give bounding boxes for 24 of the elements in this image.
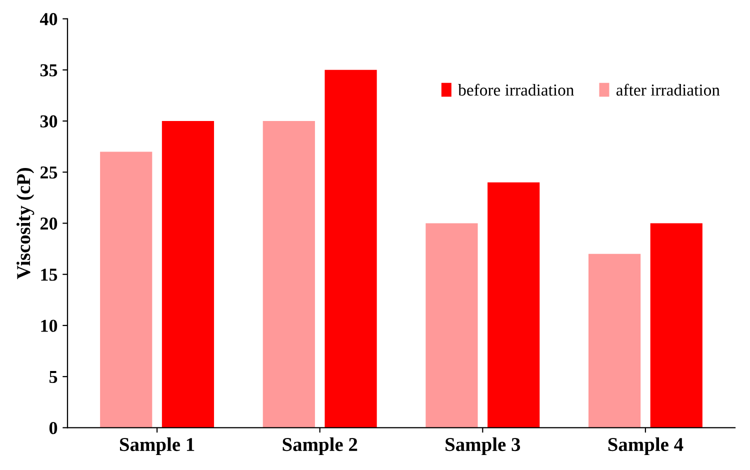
bar (588, 254, 641, 428)
bar (162, 121, 214, 428)
y-tick-label: 20 (40, 218, 58, 230)
y-tick-label: 25 (40, 166, 58, 179)
legend-label: before irradiation (458, 84, 574, 96)
y-tick-label: 10 (41, 320, 58, 332)
y-tick-label: 40 (40, 13, 58, 26)
bar (488, 182, 540, 428)
bar (262, 121, 315, 428)
y-tick-label: 35 (40, 64, 58, 76)
y-tick-label: 30 (40, 115, 58, 128)
x-tick-label: Sample 1 (120, 437, 194, 456)
bar (650, 223, 702, 428)
bar (324, 70, 377, 428)
y-axis-title: Viscosity (cP) (16, 168, 34, 280)
bar (426, 223, 478, 428)
y-tick-label: 5 (49, 371, 58, 384)
y-tick-label: 0 (49, 422, 58, 434)
x-tick-label: Sample 2 (282, 437, 358, 456)
legend-label: after irradiation (616, 84, 720, 96)
x-tick-label: Sample 3 (446, 437, 520, 456)
bar (100, 152, 152, 428)
x-tick-label: Sample 4 (608, 437, 684, 456)
y-tick-label: 15 (41, 268, 58, 281)
